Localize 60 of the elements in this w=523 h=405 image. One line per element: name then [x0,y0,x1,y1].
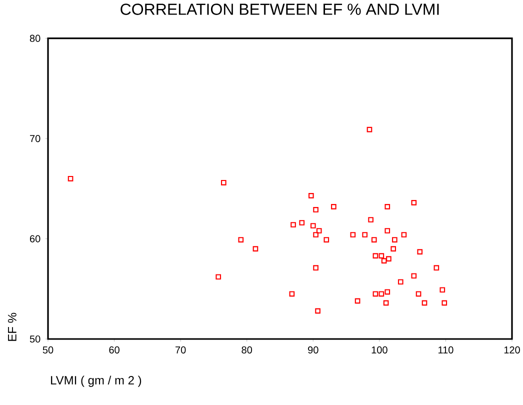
y-tick-label: 50 [30,335,40,343]
point [411,273,417,279]
point [411,200,417,206]
x-axis-title: LVMI ( gm / m 2 ) [51,376,142,387]
point [416,291,422,297]
point [252,246,258,252]
x-tick-label: 80 [242,346,252,354]
point [386,256,392,262]
point [354,298,360,304]
point [216,274,222,280]
point [313,232,318,238]
point [366,126,372,132]
point [442,300,448,306]
chart-title: CORRELATION BETWEEN EF % AND LVMI [120,4,439,15]
x-tick-label: 120 [504,346,520,354]
point [434,265,440,271]
point [368,217,374,222]
point [68,176,74,182]
point [316,228,322,234]
x-tick-label: 50 [42,346,54,354]
point [384,228,390,234]
point [440,287,446,293]
point [381,258,387,264]
point [383,300,389,306]
point [324,237,330,242]
y-tick-label: 60 [30,235,40,242]
point [290,222,296,228]
point [384,204,390,210]
point [315,308,320,314]
x-tick-label: 60 [109,346,120,354]
point [401,232,407,238]
point [390,246,396,252]
point [220,180,226,186]
point [422,300,428,306]
point [392,237,398,242]
x-tick-label: 70 [176,346,186,354]
point [331,204,336,210]
point [372,253,378,258]
point [371,237,377,242]
point [313,265,318,271]
point [372,291,378,297]
point [350,232,356,238]
y-axis-title: EF % [8,312,16,341]
point [378,291,384,297]
y-tick-label: 70 [30,135,40,142]
point [308,193,314,198]
x-tick-label: 90 [308,346,318,354]
point [362,232,368,238]
x-tick-label: 110 [438,346,454,354]
point [310,223,316,228]
point [299,220,305,226]
point [378,253,384,258]
point [238,237,244,242]
y-tick-label: 80 [30,34,40,42]
point [398,279,404,285]
point [313,207,318,212]
point [417,249,423,254]
point [289,291,295,297]
point [384,289,390,295]
x-tick-label: 100 [372,346,388,354]
